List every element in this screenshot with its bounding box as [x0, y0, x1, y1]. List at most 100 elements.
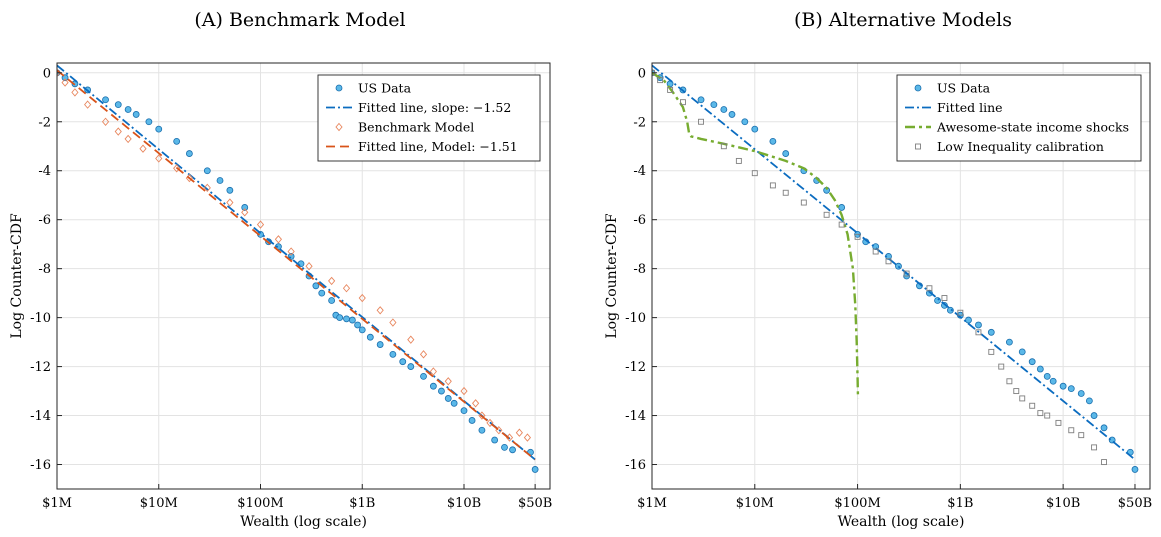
data-point [741, 118, 749, 126]
x-tick-label: $10B [447, 496, 481, 511]
data-point [1043, 372, 1051, 380]
data-point [203, 167, 211, 175]
legend-swatch [914, 84, 922, 92]
data-point [965, 316, 972, 324]
data-point [1028, 358, 1036, 366]
series-line [652, 71, 860, 399]
axes-frame [56, 62, 551, 490]
data-point [478, 426, 486, 434]
data-point [226, 186, 234, 194]
data-point [376, 341, 384, 348]
chart-title: (A) Benchmark Model [194, 9, 405, 31]
x-tick-label: $1M [637, 496, 667, 511]
chart-panel-2: (B) Alternative Models $1M $10M $100M $1B $10… [604, 9, 1152, 530]
series-line [57, 69, 536, 461]
data-point [438, 387, 445, 395]
data-point [1013, 388, 1020, 395]
data-point [697, 96, 705, 104]
legend: US Data Fitted line Awesome-state income s… [896, 74, 1142, 162]
data-point [1068, 427, 1075, 434]
chart-title: (B) Alternative Models [794, 9, 1012, 31]
data-point [450, 399, 458, 407]
data-point [1029, 402, 1036, 409]
data-point [679, 99, 686, 106]
data-point [515, 428, 523, 437]
data-point [460, 386, 468, 396]
data-point [523, 433, 532, 442]
data-point [71, 88, 79, 97]
data-point [1049, 377, 1057, 385]
y-tick-label: -10 [30, 311, 51, 326]
y-tick-label: -16 [625, 458, 646, 473]
y-tick-label: -4 [633, 164, 646, 179]
y-tick-label: -6 [633, 213, 646, 228]
data-point [287, 247, 295, 256]
data-point [975, 329, 982, 336]
x-tick-label: $100M [237, 496, 283, 511]
y-tick-label: -8 [38, 262, 51, 277]
data-point [1044, 412, 1051, 419]
data-point [751, 170, 758, 177]
data-point [305, 262, 313, 271]
data-point [823, 211, 830, 218]
y-tick-label: -6 [38, 213, 51, 228]
data-point [501, 443, 508, 451]
data-point [407, 335, 415, 344]
series-1 [57, 69, 539, 473]
data-point [509, 446, 516, 454]
x-tick-label: $10M [140, 496, 178, 511]
data-point [1018, 348, 1026, 356]
data-point [903, 270, 910, 277]
series-line [652, 64, 1136, 461]
data-point [1101, 459, 1107, 466]
x-tick-label: $10B [1046, 496, 1080, 511]
data-point [241, 204, 249, 211]
y-tick-label: 0 [43, 66, 51, 81]
legend-swatch [915, 143, 921, 150]
series-2 [652, 64, 1136, 461]
data-point [173, 137, 181, 145]
legend-label: US Data [358, 81, 412, 96]
data-point [987, 328, 995, 336]
axes-frame [651, 62, 1151, 490]
series-3 [652, 71, 860, 399]
data-point [1078, 432, 1085, 439]
data-point [342, 284, 351, 293]
data-point [1036, 365, 1044, 373]
data-point [124, 134, 132, 144]
chart-panel-1: (A) Benchmark Model $1M $10M $100M $1B $10B $5… [9, 9, 552, 530]
data-point [203, 183, 211, 193]
legend-label: Fitted line, slope: −1.52 [358, 100, 511, 115]
data-point [1085, 397, 1093, 405]
legend-label: Fitted line [937, 100, 1003, 115]
data-point [318, 289, 326, 297]
series-1 [652, 69, 1139, 473]
data-point [354, 321, 362, 329]
data-point [478, 411, 486, 420]
data-point [155, 125, 163, 133]
data-point [216, 177, 224, 184]
x-tick-label: $10M [736, 496, 774, 511]
legend-swatch [335, 84, 343, 92]
series-4 [652, 69, 1107, 466]
data-point [444, 377, 452, 386]
data-point [358, 293, 366, 303]
data-point [399, 358, 407, 366]
data-point [710, 101, 718, 109]
data-point [1005, 338, 1013, 346]
data-point [800, 199, 807, 206]
y-tick-label: -2 [633, 115, 646, 130]
data-point [407, 363, 415, 370]
data-point [1037, 410, 1044, 417]
x-tick-label: $1M [42, 496, 72, 511]
data-point [336, 314, 344, 322]
data-point [61, 78, 69, 87]
data-point [720, 106, 728, 113]
data-point [1100, 424, 1108, 432]
data-point [1131, 466, 1139, 473]
legend-label: US Data [937, 81, 991, 96]
data-point [1091, 444, 1098, 451]
data-point [343, 315, 350, 323]
data-point [185, 150, 193, 157]
data-point [312, 282, 320, 290]
